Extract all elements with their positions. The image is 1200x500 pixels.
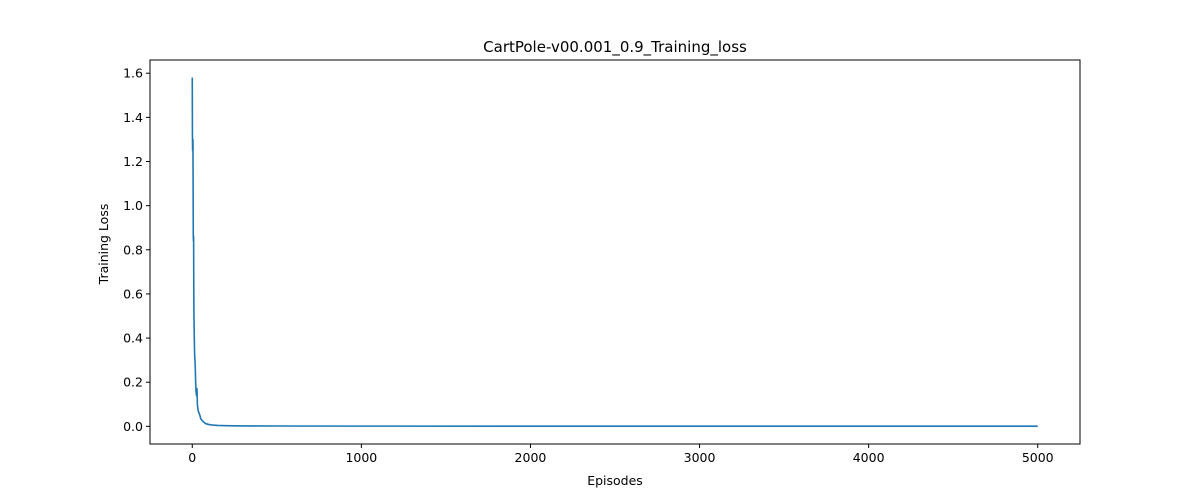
y-tick-label: 1.2 [123,154,143,169]
x-tick-label: 1000 [345,450,377,465]
y-tick-label: 1.6 [123,66,143,81]
x-tick-label: 5000 [1022,450,1054,465]
x-axis-label: Episodes [587,473,643,488]
plot-area: 0 1000 2000 3000 4000 5000 0.0 0.2 0.4 0.6 0.8 1.0 1… [123,59,1081,465]
y-tick-label: 0.2 [123,375,143,390]
chart-title: CartPole-v00.001_0.9_Training_loss [483,38,747,57]
y-tick-label: 0.4 [123,331,143,346]
y-tick-label: 1.4 [123,110,143,125]
y-tick-label: 0.0 [123,419,143,434]
y-tick-label: 0.6 [123,286,143,301]
y-axis-label: Training Loss [96,204,111,286]
x-tick-label: 2000 [515,450,547,465]
plot-frame [149,59,1081,445]
x-tick-label: 0 [188,450,196,465]
series-line-0 [191,77,1038,428]
x-tick-label: 4000 [853,450,885,465]
x-tick-label: 3000 [684,450,716,465]
y-tick-label: 1.0 [123,198,143,213]
y-tick-label: 0.8 [123,242,143,257]
